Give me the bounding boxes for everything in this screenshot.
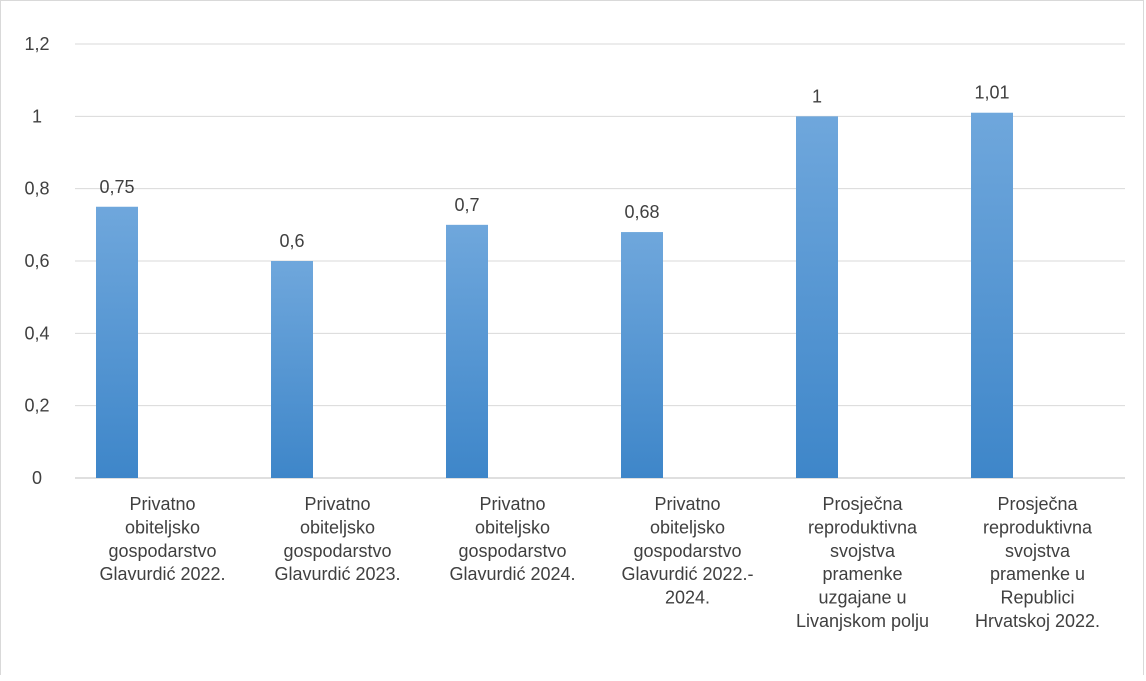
x-tick-label-line: gospodarstvo [633, 541, 741, 561]
bar [96, 206, 138, 478]
x-tick-label: Privatno obiteljsko gospodarstvo Glavurdić … [449, 494, 575, 584]
x-tick-label-line: pramenke [822, 564, 902, 584]
x-tick-label: Prosječna reproduktivna svojstva pramenke uz… [796, 494, 929, 631]
y-axis-ticks: 0 0,2 0,4 0,6 0,8 1 1,2 [24, 34, 49, 488]
x-tick-label-line: Livanjskom polju [796, 611, 929, 631]
x-tick-label-line: Glavurdić 2024. [449, 564, 575, 584]
data-label: 1 [812, 86, 822, 106]
data-label: 0,75 [99, 177, 134, 197]
data-label: 0,7 [454, 195, 479, 215]
gridlines [75, 43, 1125, 479]
x-tick-label-line: Privatno [129, 494, 195, 514]
x-tick-label-line: uzgajane u [818, 588, 906, 608]
x-tick-label: Privatno obiteljsko gospodarstvo Glavurdić … [274, 494, 400, 584]
x-tick-label-line: Glavurdić 2023. [274, 564, 400, 584]
y-tick-label: 0,4 [24, 323, 49, 343]
x-tick-label: Privatno obiteljsko gospodarstvo Glavurdić … [621, 494, 753, 608]
y-tick-label: 0 [32, 468, 42, 488]
x-tick-label-line: pramenke u [990, 564, 1085, 584]
data-label: 0,6 [279, 231, 304, 251]
bar [971, 112, 1013, 478]
x-tick-label-line: Republici [1000, 588, 1074, 608]
bars [96, 112, 1013, 478]
x-tick-label-line: obiteljsko [300, 517, 375, 537]
x-tick-label: Privatno obiteljsko gospodarstvo Glavurdić … [99, 494, 225, 584]
x-axis-ticks: Privatno obiteljsko gospodarstvo Glavurdić … [99, 494, 1100, 631]
bar [271, 261, 313, 478]
x-tick-label-line: Glavurdić 2022. [99, 564, 225, 584]
x-tick-label-line: Privatno [654, 494, 720, 514]
x-tick-label-line: Hrvatskoj 2022. [975, 611, 1100, 631]
x-tick-label-line: obiteljsko [650, 517, 725, 537]
y-tick-label: 1,2 [24, 34, 49, 54]
x-tick-label-line: Prosječna [822, 494, 903, 514]
y-tick-label: 0,2 [24, 396, 49, 416]
x-tick-label-line: obiteljsko [475, 517, 550, 537]
bar [796, 116, 838, 478]
x-tick-label-line: Privatno [304, 494, 370, 514]
x-tick-label-line: reproduktivna [808, 517, 918, 537]
x-tick-label-line: Glavurdić 2022.- [621, 564, 753, 584]
y-tick-label: 0,6 [24, 251, 49, 271]
x-tick-label-line: Privatno [479, 494, 545, 514]
x-tick-label-line: 2024. [665, 588, 710, 608]
x-tick-label-line: svojstva [1005, 541, 1071, 561]
x-tick-label-line: obiteljsko [125, 517, 200, 537]
bar [446, 224, 488, 478]
data-label: 0,68 [624, 202, 659, 222]
x-tick-label-line: gospodarstvo [283, 541, 391, 561]
bar [621, 232, 663, 478]
data-labels: 0,75 0,6 0,7 0,68 1 1,01 [99, 83, 1009, 251]
x-tick-label-line: svojstva [830, 541, 896, 561]
data-label: 1,01 [974, 83, 1009, 103]
y-tick-label: 0,8 [24, 179, 49, 199]
x-tick-label: Prosječna reproduktivna svojstva pramenke u… [975, 494, 1100, 631]
x-tick-label-line: gospodarstvo [458, 541, 566, 561]
x-tick-label-line: Prosječna [997, 494, 1078, 514]
x-tick-label-line: reproduktivna [983, 517, 1093, 537]
x-tick-label-line: gospodarstvo [108, 541, 216, 561]
y-tick-label: 1 [32, 106, 42, 126]
